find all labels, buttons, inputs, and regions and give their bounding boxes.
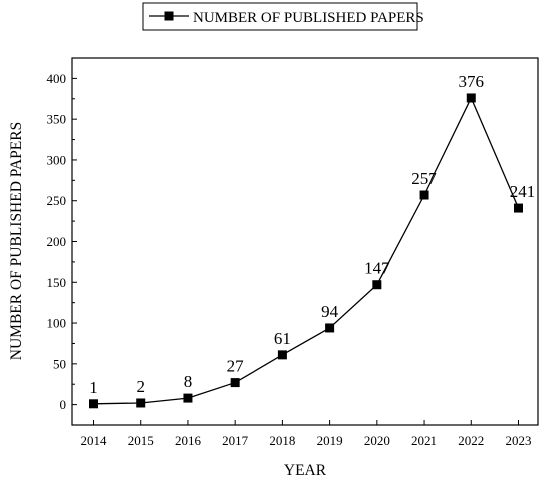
- data-point-marker: [136, 398, 146, 408]
- x-tick-label: 2019: [317, 433, 343, 448]
- data-label: 27: [227, 357, 245, 376]
- data-point-marker: [89, 399, 98, 409]
- legend-box: [142, 2, 418, 31]
- plot-frame: [71, 57, 539, 426]
- data-label: 1: [89, 378, 98, 397]
- data-label: 147: [364, 259, 390, 278]
- y-tick-label: 250: [47, 193, 67, 208]
- y-axis-title: NUMBER OF PUBLISHED PAPERS: [8, 122, 25, 360]
- data-point-marker: [230, 378, 240, 388]
- y-tick-label: 200: [47, 234, 67, 249]
- legend-label: NUMBER OF PUBLISHED PAPERS: [193, 10, 424, 26]
- data-point-marker: [466, 93, 476, 103]
- series-layer: [89, 93, 523, 409]
- x-tick-label: 2014: [81, 433, 108, 448]
- data-point-marker: [514, 203, 523, 213]
- data-point-marker: [325, 323, 335, 333]
- data-point-marker: [419, 190, 429, 200]
- x-tick-label: 2017: [222, 433, 249, 448]
- legend: NUMBER OF PUBLISHED PAPERS: [142, 2, 424, 31]
- y-tick-label: 50: [53, 356, 66, 371]
- data-point-marker: [183, 393, 193, 403]
- data-label: 241: [510, 182, 536, 201]
- data-labels: 1 2 8 27 61 94 147 257 376 241: [89, 72, 535, 397]
- data-label: 61: [274, 329, 291, 348]
- x-tick-label: 2022: [458, 433, 484, 448]
- data-label: 2: [136, 377, 145, 396]
- x-axis: 2014 2015 2016 2017 2018 2019 2020 2021 2022 2023: [81, 420, 532, 448]
- y-tick-label: 400: [47, 71, 67, 86]
- x-tick-label: 2023: [506, 433, 532, 448]
- x-axis-title: YEAR: [284, 462, 327, 479]
- y-tick-label: 150: [47, 275, 67, 290]
- data-point-marker: [372, 280, 382, 290]
- series-line: [93, 96, 520, 405]
- x-tick-label: 2015: [128, 433, 154, 448]
- data-label: 8: [184, 372, 193, 391]
- data-label: 94: [321, 302, 339, 321]
- data-point-marker: [277, 350, 287, 360]
- x-tick-label: 2016: [175, 433, 202, 448]
- x-tick-label: 2018: [269, 433, 295, 448]
- y-axis: 0 50 100 150 200 250 300 350 400: [47, 71, 77, 412]
- y-tick-label: 300: [47, 152, 67, 167]
- x-tick-label: 2020: [364, 433, 390, 448]
- data-label: 257: [411, 169, 437, 188]
- x-tick-label: 2021: [411, 433, 437, 448]
- legend-marker-icon: [164, 11, 174, 21]
- data-label: 376: [459, 72, 485, 91]
- y-tick-label: 0: [60, 397, 67, 412]
- y-tick-label: 350: [47, 112, 67, 127]
- y-tick-label: 100: [47, 316, 67, 331]
